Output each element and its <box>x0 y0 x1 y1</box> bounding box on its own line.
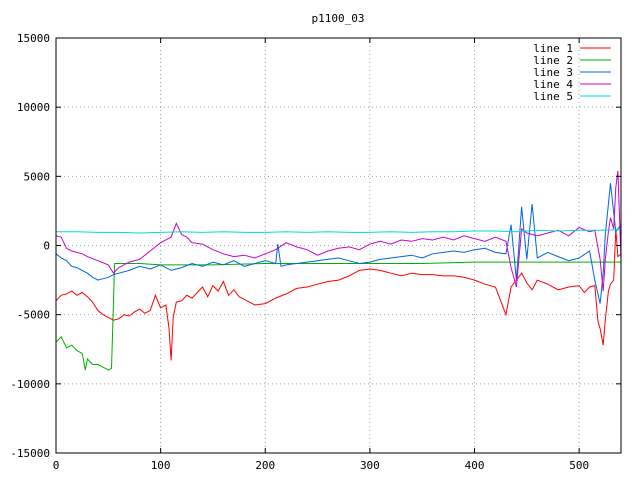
legend-label: line 1 <box>533 42 573 55</box>
series-line-2 <box>55 261 621 371</box>
legend-label: line 4 <box>533 78 573 91</box>
y-tick-label: 5000 <box>24 170 51 183</box>
y-tick-label: 10000 <box>17 101 50 114</box>
x-tick-label: 300 <box>360 459 380 472</box>
x-tick-label: 0 <box>53 459 60 472</box>
plot-area <box>55 170 622 371</box>
series-line-1 <box>55 228 622 361</box>
series-line-5 <box>56 229 622 234</box>
x-tick-label: 500 <box>569 459 589 472</box>
y-tick-label: -5000 <box>17 309 50 322</box>
x-tick-label: 100 <box>151 459 171 472</box>
x-tick-label: 200 <box>255 459 275 472</box>
y-tick-label: 15000 <box>17 32 50 45</box>
legend-label: line 2 <box>533 54 573 67</box>
legend-label: line 5 <box>533 90 573 103</box>
series-line-3 <box>55 183 622 304</box>
y-tick-label: 0 <box>43 240 50 253</box>
y-axis: -15000 -10000 -5000 0 5000 10000 15000 <box>10 32 621 460</box>
x-tick-label: 400 <box>465 459 485 472</box>
x-axis: 0 100 200 300 400 500 <box>53 38 589 472</box>
y-tick-label: -15000 <box>10 447 50 460</box>
series-line-4 <box>55 170 622 292</box>
legend-label: line 3 <box>533 66 573 79</box>
chart-title: p1100_03 <box>312 12 365 25</box>
y-tick-label: -10000 <box>10 378 50 391</box>
